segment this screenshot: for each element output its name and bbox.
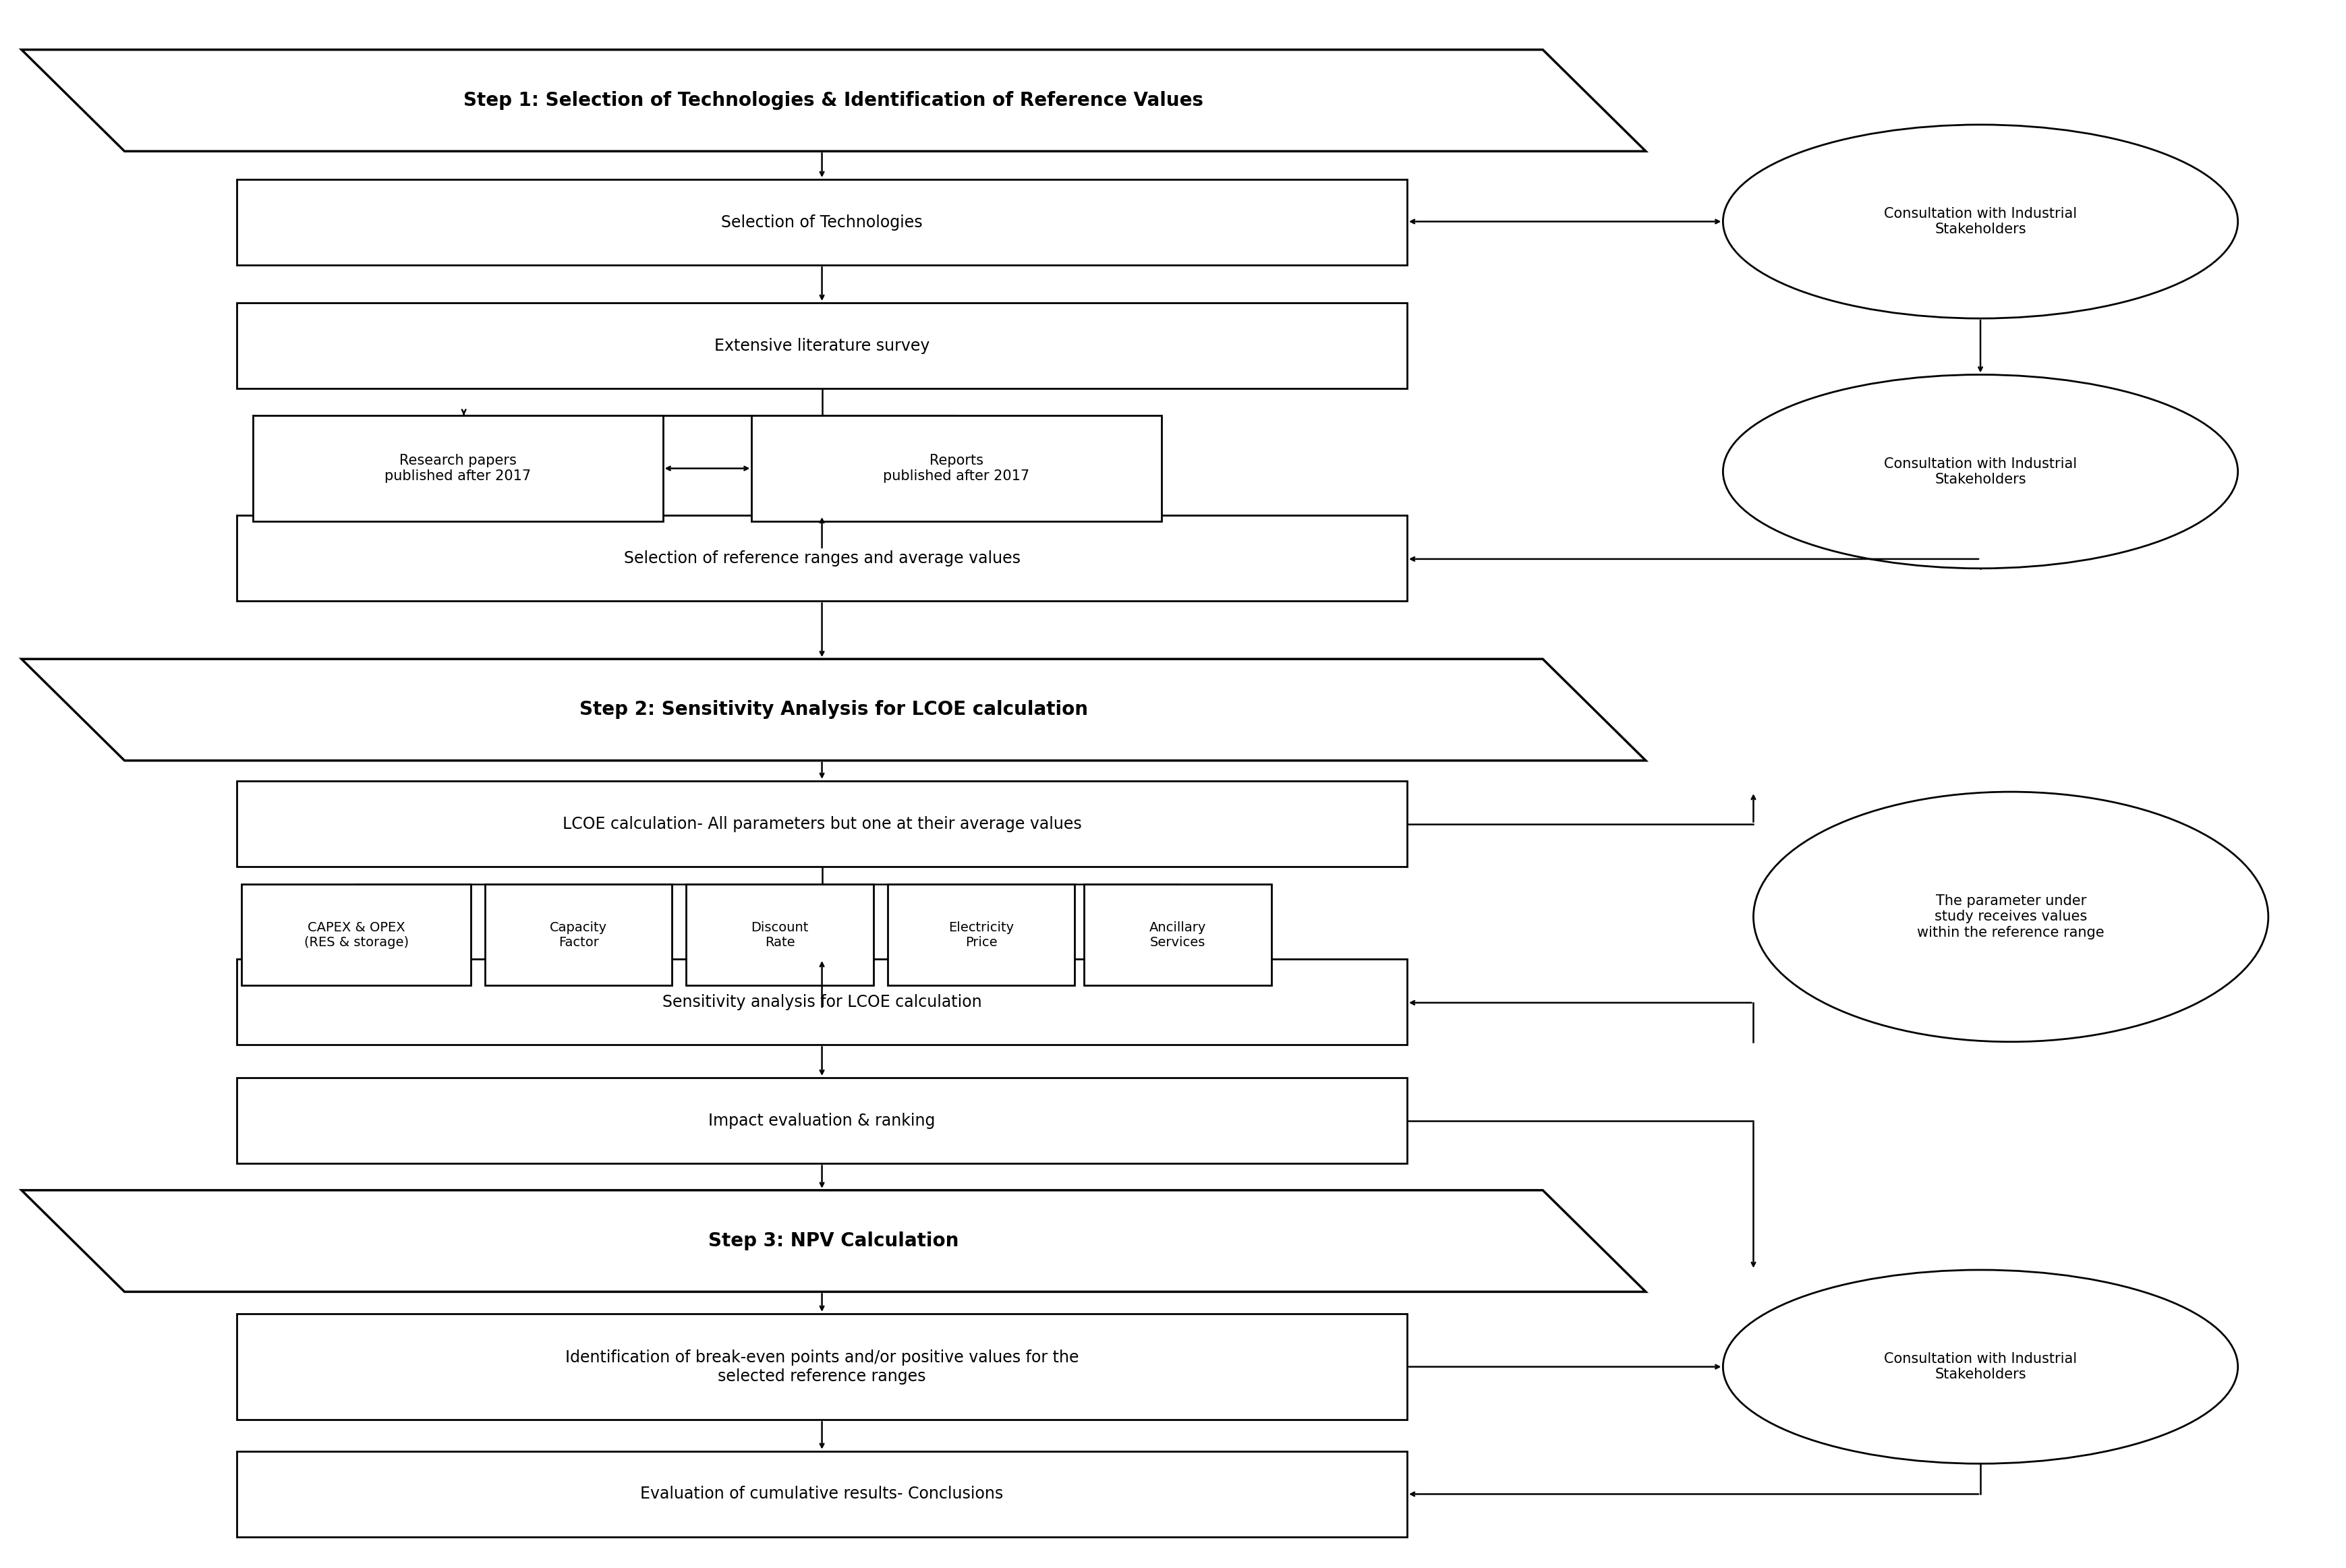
FancyBboxPatch shape	[751, 416, 1161, 522]
Text: Evaluation of cumulative results- Conclusions: Evaluation of cumulative results- Conclu…	[640, 1486, 1004, 1502]
FancyBboxPatch shape	[237, 781, 1408, 867]
FancyBboxPatch shape	[237, 960, 1408, 1044]
FancyBboxPatch shape	[237, 179, 1408, 265]
Polygon shape	[21, 1190, 1647, 1292]
FancyBboxPatch shape	[237, 1077, 1408, 1163]
Text: Research papers
published after 2017: Research papers published after 2017	[385, 453, 530, 483]
FancyBboxPatch shape	[1084, 884, 1272, 986]
Text: Step 3: NPV Calculation: Step 3: NPV Calculation	[708, 1231, 960, 1250]
Text: Sensitivity analysis for LCOE calculation: Sensitivity analysis for LCOE calculatio…	[662, 994, 981, 1010]
Text: Extensive literature survey: Extensive literature survey	[713, 337, 929, 354]
Text: Consultation with Industrial
Stakeholders: Consultation with Industrial Stakeholder…	[1884, 456, 2076, 486]
Ellipse shape	[1722, 125, 2238, 318]
Text: Step 1: Selection of Technologies & Identification of Reference Values: Step 1: Selection of Technologies & Iden…	[465, 91, 1203, 110]
Text: Consultation with Industrial
Stakeholders: Consultation with Industrial Stakeholder…	[1884, 207, 2076, 237]
Text: Selection of reference ranges and average values: Selection of reference ranges and averag…	[624, 550, 1021, 566]
Text: Selection of Technologies: Selection of Technologies	[720, 215, 922, 230]
Text: Impact evaluation & ranking: Impact evaluation & ranking	[708, 1113, 936, 1129]
Text: Ancillary
Services: Ancillary Services	[1150, 920, 1206, 949]
FancyBboxPatch shape	[237, 516, 1408, 601]
FancyBboxPatch shape	[685, 884, 873, 986]
Text: CAPEX & OPEX
(RES & storage): CAPEX & OPEX (RES & storage)	[305, 920, 408, 949]
FancyBboxPatch shape	[887, 884, 1074, 986]
Text: Step 2: Sensitivity Analysis for LCOE calculation: Step 2: Sensitivity Analysis for LCOE ca…	[579, 701, 1089, 720]
Ellipse shape	[1722, 1270, 2238, 1463]
Polygon shape	[21, 659, 1647, 760]
FancyBboxPatch shape	[237, 1450, 1408, 1537]
Text: Electricity
Price: Electricity Price	[948, 920, 1013, 949]
FancyBboxPatch shape	[237, 303, 1408, 389]
Ellipse shape	[1752, 792, 2269, 1041]
Text: Capacity
Factor: Capacity Factor	[549, 920, 608, 949]
Text: LCOE calculation- All parameters but one at their average values: LCOE calculation- All parameters but one…	[563, 815, 1082, 833]
FancyBboxPatch shape	[253, 416, 664, 522]
Polygon shape	[21, 50, 1647, 151]
FancyBboxPatch shape	[237, 1314, 1408, 1421]
Text: Discount
Rate: Discount Rate	[751, 920, 809, 949]
Text: Reports
published after 2017: Reports published after 2017	[884, 453, 1030, 483]
Ellipse shape	[1722, 375, 2238, 568]
FancyBboxPatch shape	[242, 884, 472, 986]
FancyBboxPatch shape	[486, 884, 673, 986]
Text: Identification of break-even points and/or positive values for the
selected refe: Identification of break-even points and/…	[565, 1350, 1079, 1385]
Text: The parameter under
study receives values
within the reference range: The parameter under study receives value…	[1917, 894, 2104, 939]
Text: Consultation with Industrial
Stakeholders: Consultation with Industrial Stakeholder…	[1884, 1352, 2076, 1381]
